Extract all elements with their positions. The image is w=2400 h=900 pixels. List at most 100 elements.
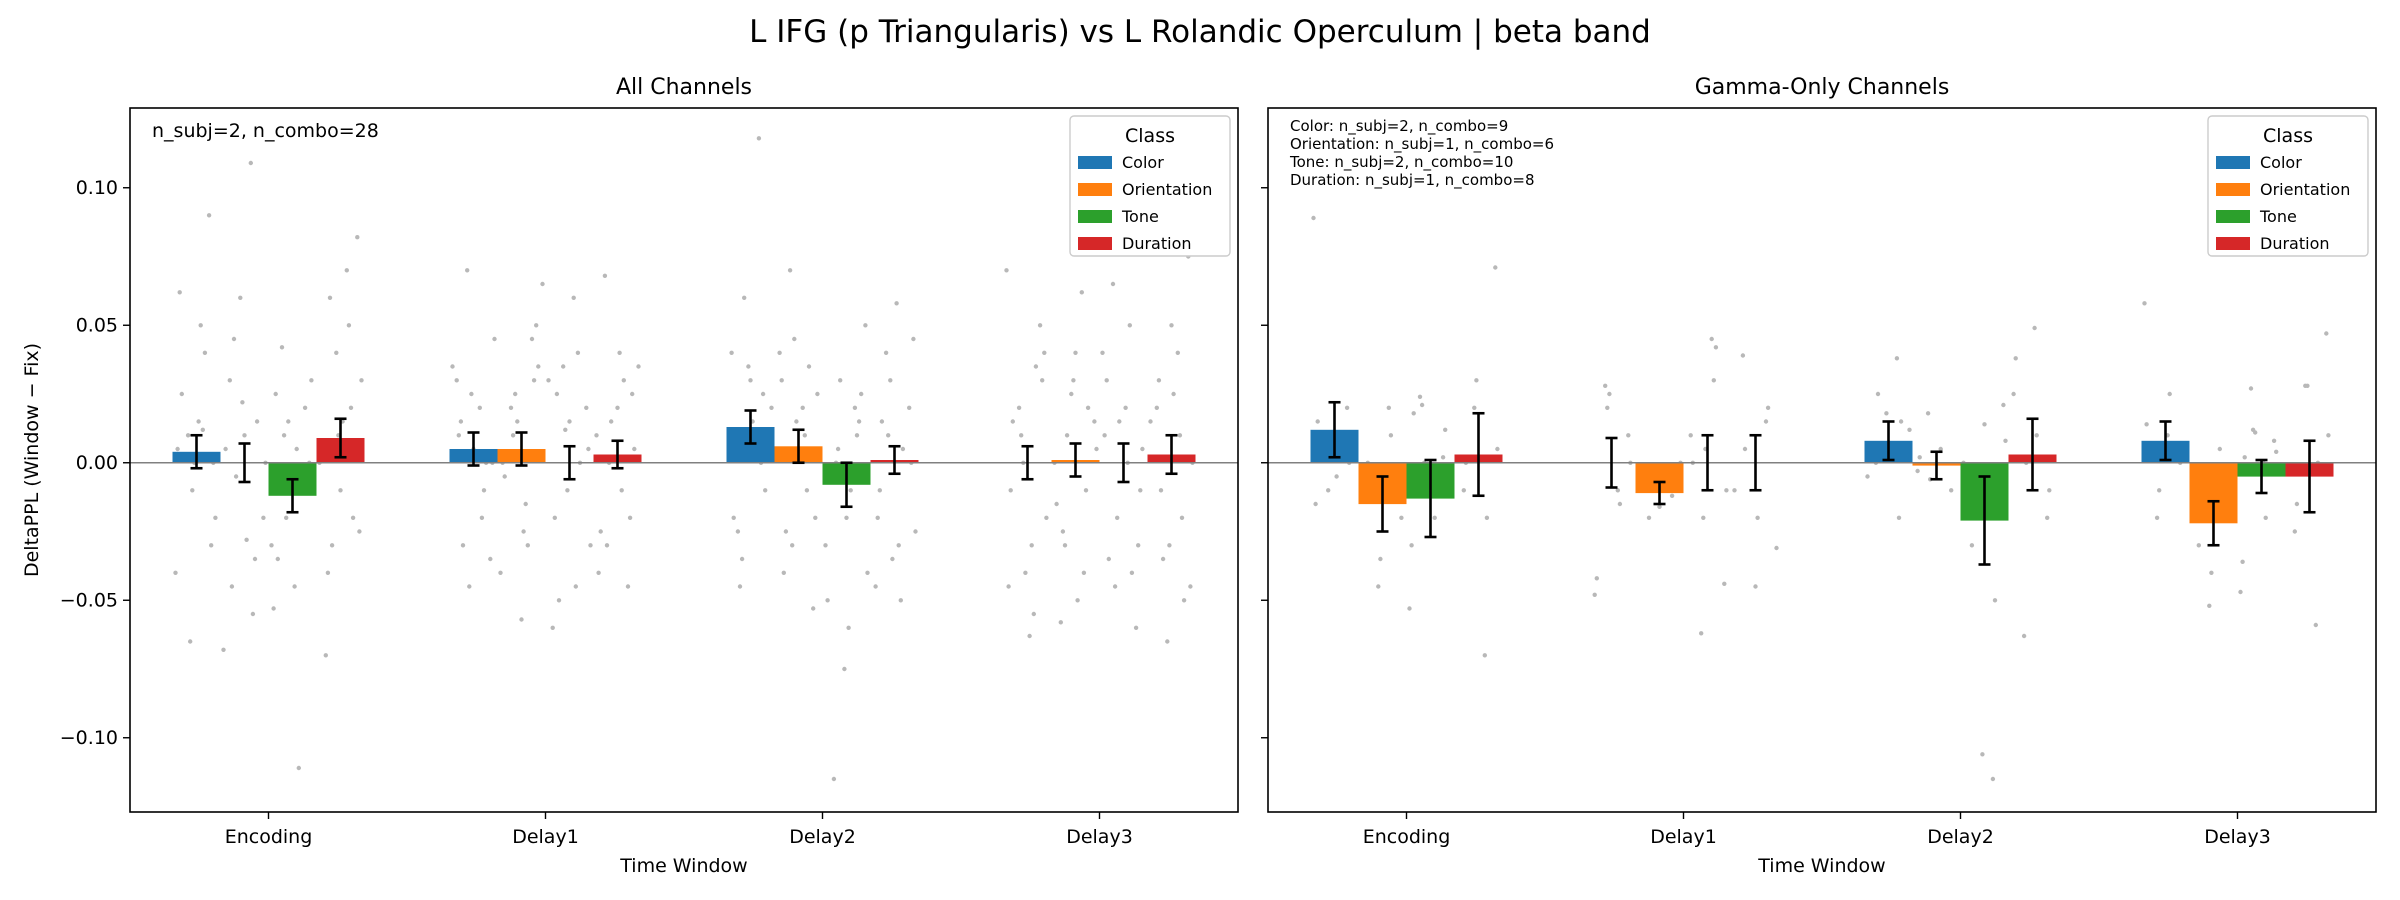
- legend-label: Tone: [1121, 207, 1159, 226]
- data-point: [1326, 488, 1331, 493]
- data-point: [355, 235, 360, 240]
- data-point: [1884, 411, 1889, 416]
- data-point: [1083, 488, 1089, 493]
- data-point: [1740, 353, 1746, 358]
- data-point: [240, 400, 245, 405]
- data-point: [625, 584, 631, 589]
- data-point: [852, 405, 858, 410]
- error-bar: [2255, 458, 2268, 495]
- data-point: [609, 419, 614, 424]
- data-point: [1898, 419, 1904, 424]
- data-point: [1188, 584, 1193, 589]
- data-point: [1607, 391, 1612, 397]
- data-point: [2263, 515, 2268, 520]
- data-point: [2021, 633, 2027, 639]
- data-point: [2157, 488, 2162, 493]
- sample-size-annotation: n_subj=2, n_combo=28: [152, 120, 379, 142]
- data-point: [357, 529, 362, 534]
- data-point: [1699, 631, 1704, 636]
- data-point: [1175, 350, 1181, 355]
- data-point: [202, 350, 208, 355]
- data-point: [1010, 419, 1015, 424]
- data-point: [2167, 391, 2172, 397]
- data-point: [179, 391, 184, 397]
- error-bar: [2026, 417, 2039, 492]
- data-point: [175, 446, 180, 452]
- data-point: [269, 543, 274, 548]
- data-point: [554, 391, 560, 397]
- error-bar: [744, 409, 757, 445]
- data-point: [2294, 501, 2300, 507]
- data-point: [2240, 559, 2245, 564]
- error-bar: [334, 417, 347, 459]
- error-bar: [1424, 458, 1437, 539]
- data-point: [804, 488, 810, 493]
- data-point: [630, 391, 635, 397]
- data-point: [802, 433, 807, 438]
- legend-swatch-color: [1078, 156, 1112, 169]
- data-point: [800, 405, 805, 410]
- data-point: [1594, 576, 1600, 581]
- data-point: [739, 556, 745, 562]
- data-point: [735, 529, 741, 534]
- data-point: [621, 378, 626, 383]
- data-point: [1081, 570, 1087, 575]
- data-point: [1386, 405, 1392, 410]
- data-point: [769, 405, 774, 410]
- data-point: [1315, 419, 1320, 424]
- data-point: [1129, 570, 1135, 575]
- data-point: [794, 419, 799, 424]
- data-point: [2196, 543, 2201, 548]
- data-point: [1023, 570, 1028, 575]
- data-point: [1177, 433, 1183, 438]
- data-point: [1073, 350, 1078, 355]
- data-point: [2326, 433, 2331, 438]
- data-point: [729, 350, 734, 355]
- data-point: [573, 584, 578, 589]
- data-point: [1732, 488, 1737, 493]
- data-point: [815, 391, 820, 397]
- legend-label: Duration: [1122, 234, 1192, 253]
- data-point: [1004, 268, 1009, 273]
- data-point: [2045, 515, 2050, 520]
- data-point: [1724, 488, 1729, 493]
- legend-swatch-duration: [2216, 237, 2250, 250]
- data-point: [748, 378, 753, 383]
- data-point: [1646, 515, 1652, 520]
- data-point: [1100, 350, 1105, 355]
- data-point: [811, 606, 816, 611]
- data-point: [2292, 529, 2297, 534]
- data-point: [515, 419, 520, 424]
- data-point: [492, 336, 497, 342]
- legend-swatch-color: [2216, 156, 2250, 169]
- data-point: [286, 419, 291, 424]
- data-point: [1688, 433, 1693, 438]
- data-point: [561, 364, 566, 369]
- data-point: [1409, 543, 1414, 548]
- data-point: [1006, 584, 1011, 589]
- data-point: [1894, 356, 1900, 361]
- data-point: [513, 391, 518, 397]
- data-point: [2013, 356, 2018, 361]
- data-point: [344, 268, 349, 273]
- data-point: [1493, 265, 1498, 270]
- data-point: [2248, 386, 2254, 391]
- data-point: [1085, 405, 1091, 410]
- error-bar: [840, 461, 853, 509]
- data-point: [2313, 622, 2318, 628]
- data-point: [1603, 383, 1608, 388]
- data-point: [636, 364, 641, 369]
- x-tick-label: Delay1: [512, 826, 579, 848]
- data-point: [323, 653, 328, 658]
- data-point: [523, 501, 528, 507]
- error-bar: [563, 444, 576, 481]
- data-point: [1742, 446, 1748, 452]
- data-point: [2001, 402, 2006, 408]
- data-point: [737, 584, 743, 589]
- data-point: [792, 336, 797, 342]
- data-point: [1115, 515, 1120, 520]
- data-point: [567, 419, 572, 424]
- error-bar: [2303, 439, 2316, 514]
- data-point: [536, 364, 541, 369]
- data-point: [831, 776, 837, 782]
